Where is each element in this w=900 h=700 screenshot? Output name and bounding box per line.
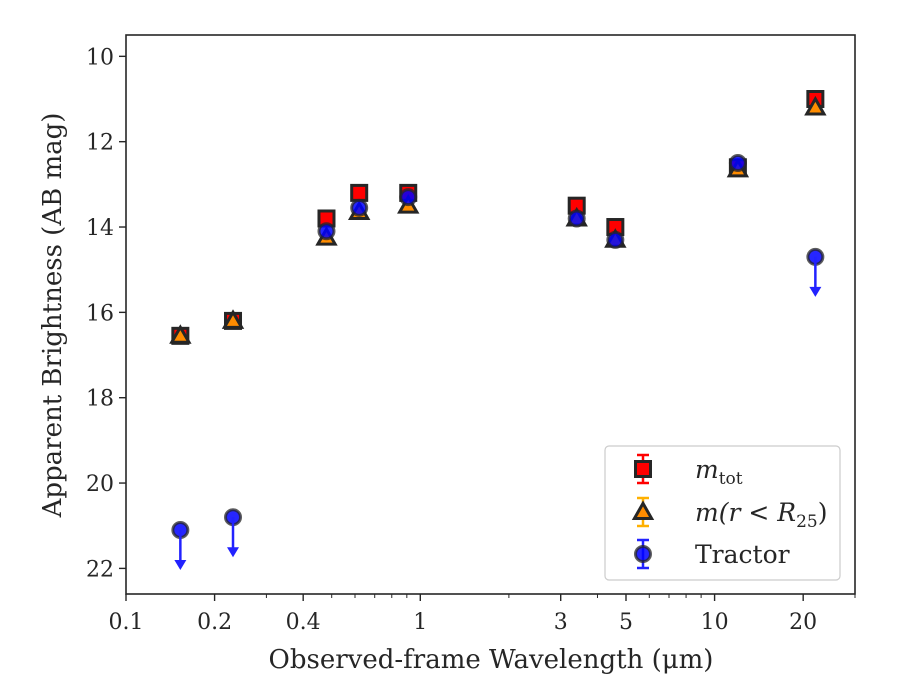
axes: 0.1 0.2 0.4 1 3 5 10 20 10 12 14 16 18 20 22 <box>86 34 856 635</box>
x-tick-label: 3 <box>554 610 568 635</box>
x-tick-label: 1 <box>413 610 427 635</box>
y-axis-label: Apparent Brightness (AB mag) <box>38 113 68 519</box>
y-tick-label: 20 <box>86 472 114 497</box>
data-point-mr25 <box>169 324 192 344</box>
legend-label: m(r < R25) <box>695 498 827 532</box>
x-tick-label: 0.2 <box>197 610 232 635</box>
data-point-tractor <box>399 188 418 207</box>
upper-limit-arrow-head <box>174 559 187 570</box>
data-point-tractor <box>728 154 747 173</box>
data-point-mr25 <box>221 309 245 329</box>
x-axis-label: Observed-frame Wavelength (μm) <box>269 645 714 675</box>
upper-limit-arrow-head <box>227 547 240 558</box>
legend-marker-mr25 <box>631 500 655 520</box>
legend-label-base: m <box>695 455 719 484</box>
legend-label: Tractor <box>695 540 790 569</box>
legend-marker-mtot <box>634 460 652 478</box>
data-point-tractor <box>606 230 625 249</box>
chart-marks <box>169 90 827 570</box>
y-tick-label: 18 <box>86 387 114 412</box>
data-point-tractor <box>317 222 336 241</box>
legend-label-subscript: 25 <box>796 512 818 532</box>
legend-box <box>604 445 841 581</box>
series-tractor <box>171 154 825 570</box>
upper-limit-arrow-head <box>809 286 822 297</box>
x-tick-label: 0.4 <box>286 610 321 635</box>
legend-label-subscript: tot <box>719 469 743 489</box>
y-tick-label: 16 <box>86 301 114 326</box>
x-tick-label: 20 <box>789 610 817 635</box>
x-tick-label: 10 <box>701 610 729 635</box>
legend-label: mtot <box>695 455 743 489</box>
legend: mtot m(r < R25) Tractor <box>604 445 841 581</box>
data-point-mr25 <box>804 95 827 116</box>
y-tick-label: 22 <box>86 557 114 582</box>
data-point-mtot <box>350 183 369 202</box>
legend-marker-tractor <box>634 545 652 563</box>
data-point-tractor <box>567 209 586 228</box>
y-tick-label: 12 <box>86 131 114 156</box>
y-tick-label: 10 <box>86 45 114 70</box>
legend-label-base: m(r < R <box>695 498 796 527</box>
plot-frame <box>125 34 856 595</box>
x-tick-label: 5 <box>619 610 633 635</box>
x-tick-label: 0.1 <box>109 610 144 635</box>
data-point-tractor <box>350 198 369 217</box>
y-tick-label: 14 <box>86 216 114 241</box>
legend-label-end: ) <box>818 498 828 527</box>
